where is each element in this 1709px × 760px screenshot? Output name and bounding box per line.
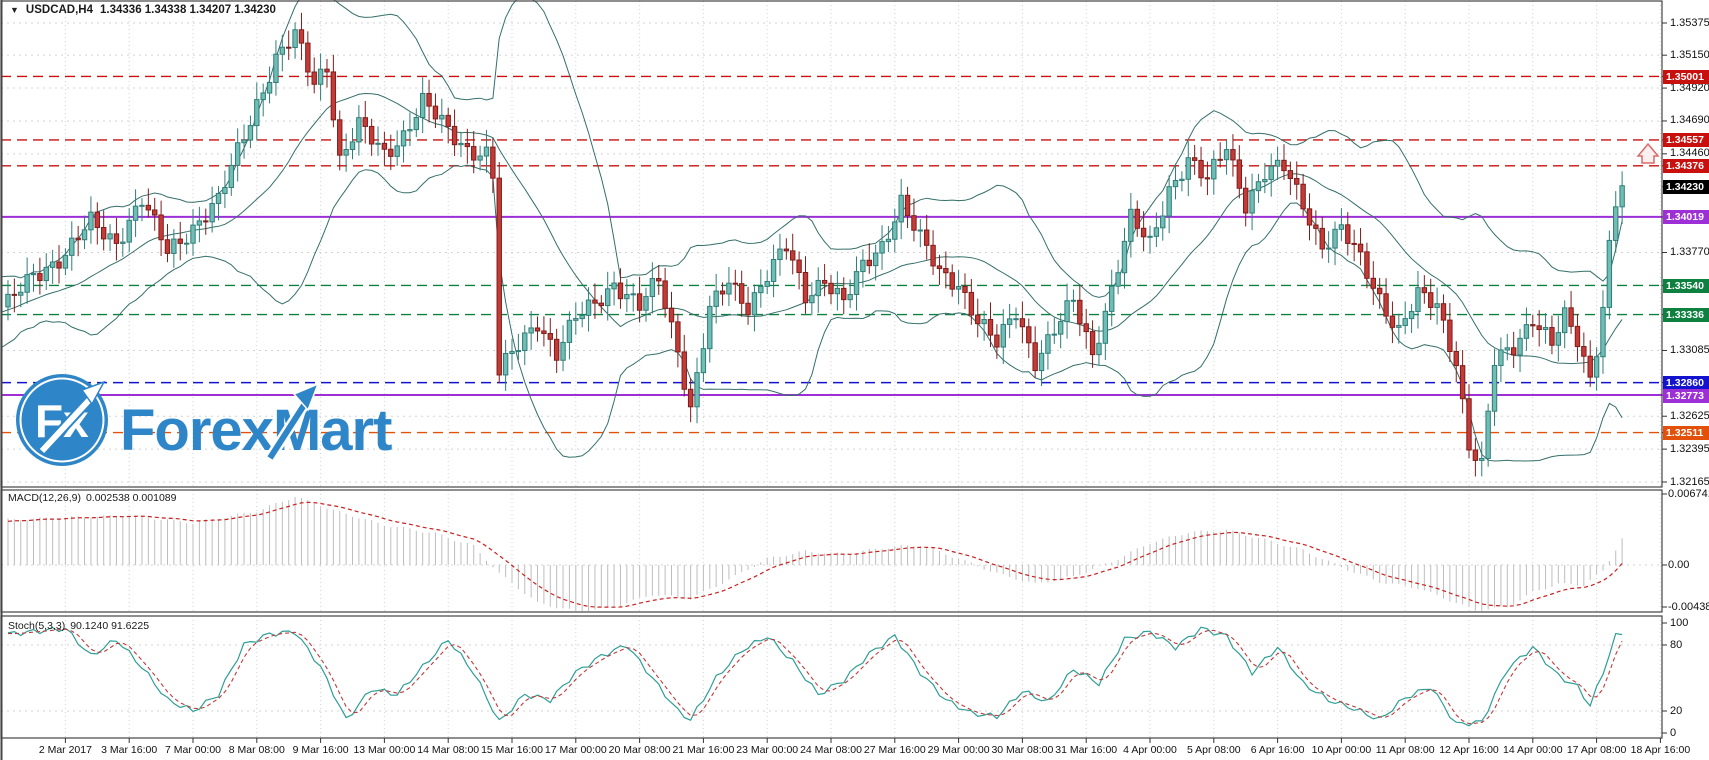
time-label: 29 Mar 00:00 [927,744,990,756]
time-label: 12 Apr 16:00 [1439,744,1499,756]
price-tick-label: 1.33770 [1670,246,1709,258]
price-level-badge: 1.32511 [1663,426,1709,441]
price-tick-label: 1.35150 [1670,48,1709,61]
time-label: 24 Mar 08:00 [800,744,862,756]
price-level-badge: 1.33336 [1663,308,1709,323]
macd-indicator-label: MACD(12,26,9) 0.002538 0.001089 [8,492,176,504]
time-label: 27 Mar 16:00 [863,744,926,756]
time-label: 9 Mar 16:00 [292,744,349,756]
price-level-badge: 1.34019 [1663,210,1709,225]
time-label: 18 Apr 16:00 [1630,744,1691,756]
forexmart-logo: Fx ForexMart [12,370,442,478]
stoch-d-line [8,628,1623,725]
up-arrow-marker[interactable] [1636,142,1660,164]
time-label: 14 Apr 00:00 [1503,744,1563,756]
time-label: 11 Apr 08:00 [1375,744,1435,756]
time-label: 5 Apr 08:00 [1186,744,1241,756]
time-label: 6 Apr 16:00 [1250,744,1305,756]
candles-series [5,12,1625,477]
price-level-badge: 1.35001 [1663,69,1709,84]
stoch-axis-label: 100 [1670,616,1689,629]
macd-axis-label: 0.00 [1668,558,1690,571]
macd-axis-label: 0.006741 [1668,487,1709,500]
time-label: 23 Mar 00:00 [736,744,799,756]
price-level-badge: 1.32860 [1663,376,1709,391]
time-label: 17 Apr 08:00 [1566,744,1627,756]
price-tick-label: 1.34690 [1670,114,1709,127]
macd-axis-label: -0.004384 [1668,600,1709,613]
stoch-name: Stoch(5,3,3) [8,620,66,632]
stoch-values: 90.1240 91.6225 [70,620,150,632]
macd-name: MACD(12,26,9) [8,492,81,504]
time-label: 15 Mar 16:00 [481,744,543,756]
stoch-axis-label: 80 [1670,638,1683,651]
time-label: 7 Mar 00:00 [164,744,222,756]
macd-values: 0.002538 0.001089 [85,492,177,504]
ohlc-values: 1.34336 1.34338 1.34207 1.34230 [100,4,276,16]
logo-m-arrow-icon [267,400,309,460]
logo-circle [16,374,108,466]
price-tick-label: 1.32165 [1670,475,1709,488]
price-level-badge: 1.32773 [1663,388,1709,403]
time-label: 14 Mar 08:00 [417,744,480,756]
time-label: 13 Mar 00:00 [353,744,416,756]
symbol-period-label: USDCAD,H4 [25,4,94,16]
stoch-axis-label: 0 [1670,726,1677,739]
time-label: 3 Mar 16:00 [101,744,158,756]
price-tick-label: 1.32395 [1670,442,1709,455]
stoch-panel-series [7,626,1623,727]
time-label: 2 Mar 2017 [38,744,92,756]
price-tick-label: 1.34920 [1670,81,1709,94]
macd-signal-line [7,501,1623,608]
price-level-badge: 1.34376 [1663,159,1709,174]
price-tick-label: 1.35375 [1670,16,1709,29]
stoch-axis-label: 20 [1670,704,1683,717]
logo-brand-text: ForexMart [120,398,392,463]
macd-panel-series [7,497,1623,611]
time-label: 30 Mar 08:00 [991,744,1054,756]
chart-title: ▼ USDCAD,H4 1.34336 1.34338 1.34207 1.34… [10,4,276,16]
forexmart-logo-graphic: Fx ForexMart [16,374,393,466]
time-label: 10 Apr 00:00 [1311,744,1372,756]
stoch-indicator-label: Stoch(5,3,3) 90.1240 91.6225 [8,620,149,632]
price-level-badge: 1.33540 [1663,278,1709,293]
panel-borders [0,0,1667,760]
time-label: 20 Mar 08:00 [608,744,671,756]
grid-lines [1,1,1662,738]
price-tick-label: 1.32625 [1670,409,1709,422]
symbol-dropdown-icon[interactable]: ▼ [10,5,19,15]
price-level-badge: 1.34557 [1663,133,1709,148]
price-tick-label: 1.33085 [1670,343,1709,356]
stoch-k-line [7,626,1623,727]
time-label: 4 Apr 00:00 [1123,744,1177,756]
price-tick-label: 1.34460 [1670,147,1709,160]
time-label: 31 Mar 16:00 [1055,744,1118,756]
time-label: 21 Mar 16:00 [672,744,735,756]
time-label: 8 Mar 08:00 [228,744,285,756]
price-level-badge: 1.34230 [1663,180,1709,195]
time-label: 17 Mar 00:00 [544,744,607,756]
